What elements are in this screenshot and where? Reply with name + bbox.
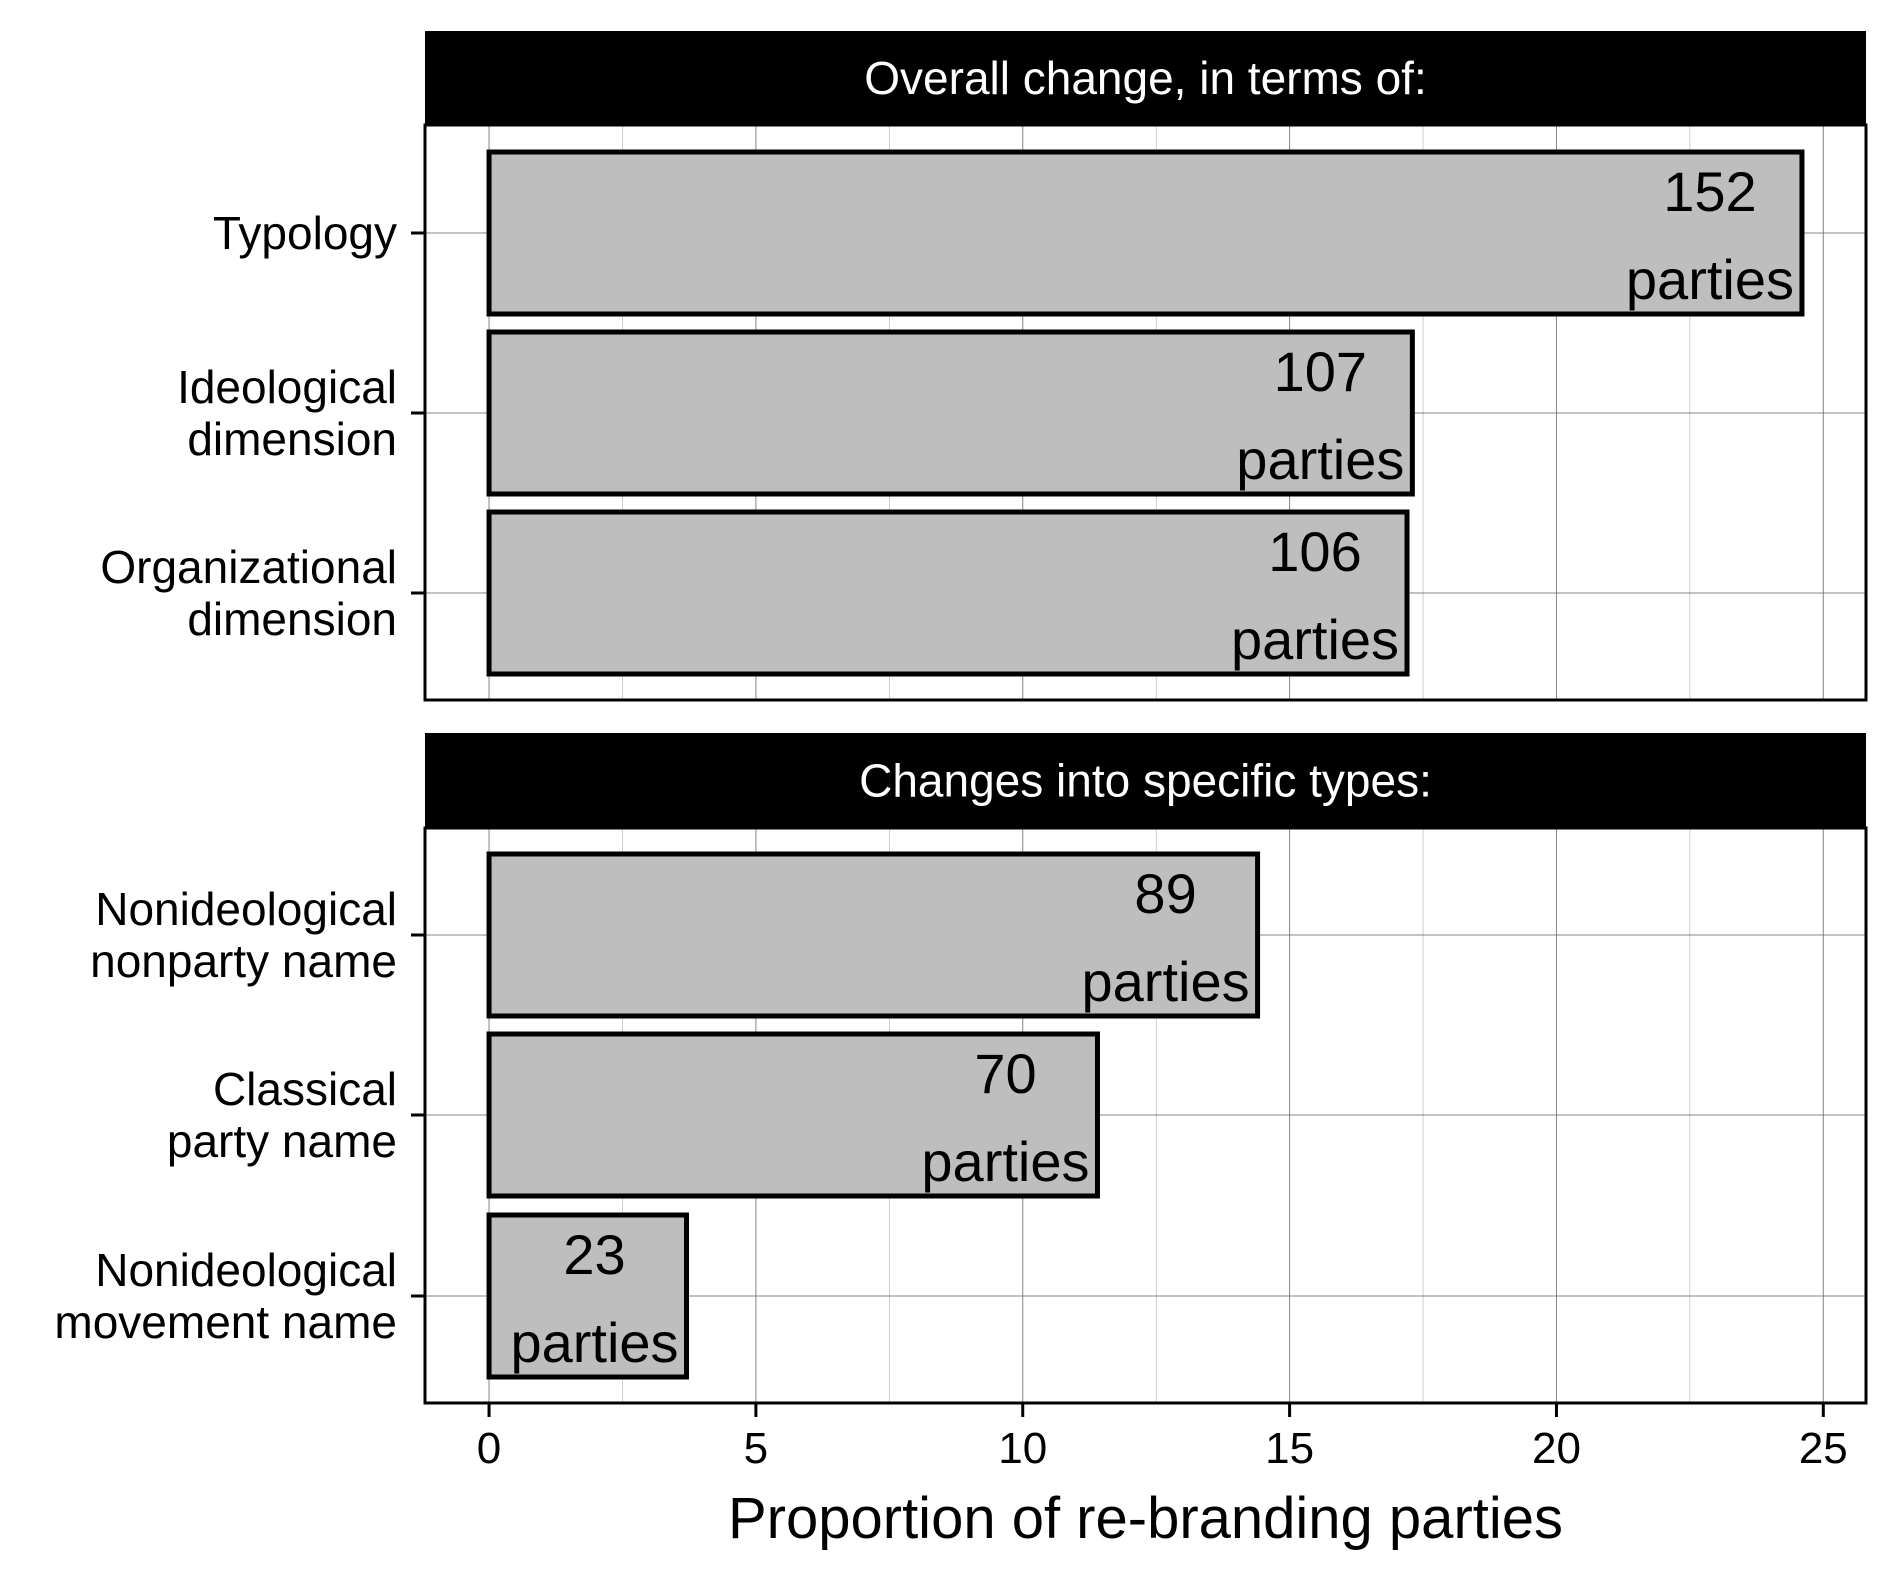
- category-label-line: Classical: [213, 1063, 397, 1115]
- x-tick-label: 20: [1532, 1424, 1581, 1473]
- category-label-line: movement name: [54, 1296, 397, 1348]
- facet-strip-title: Changes into specific types:: [859, 755, 1432, 807]
- panel-1: 152 parties 107 parties 106 parties Overall ch…: [100, 31, 1868, 702]
- category-label-line: Ideological: [177, 361, 397, 413]
- bar: [486, 509, 1410, 677]
- panel-2: 89 parties 70 parties 23 parties Changes into …: [54, 733, 1868, 1405]
- category-label: Nonideological nonparty name: [90, 883, 397, 987]
- bar-count-label: 23: [563, 1223, 625, 1286]
- category-label-line: Nonideological: [95, 883, 397, 935]
- x-tick-label: 15: [1265, 1424, 1314, 1473]
- category-label-line: Typology: [213, 207, 397, 259]
- facet-strip: [425, 31, 1866, 125]
- bar-count-label: 106: [1268, 520, 1361, 583]
- category-label-line: party name: [167, 1115, 397, 1167]
- category-label: Typology: [213, 207, 397, 259]
- x-tick-label: 10: [998, 1424, 1047, 1473]
- bar-count-label: 70: [974, 1042, 1036, 1105]
- category-label: Ideological dimension: [177, 361, 397, 465]
- bar: [486, 1212, 690, 1380]
- x-axis-title: Proportion of re-branding parties: [728, 1486, 1563, 1551]
- x-tick-label: 0: [477, 1424, 501, 1473]
- category-label-line: dimension: [187, 593, 397, 645]
- bar-count-label: 107: [1274, 340, 1367, 403]
- bar-unit-label: parties: [510, 1311, 678, 1374]
- category-label-line: Organizational: [100, 541, 397, 593]
- bar: [486, 149, 1805, 317]
- bar-count-label: 152: [1663, 160, 1756, 223]
- bar: [486, 851, 1261, 1019]
- bar-count-label: 89: [1134, 862, 1196, 925]
- category-label-line: Nonideological: [95, 1244, 397, 1296]
- x-tick-label: 25: [1799, 1424, 1848, 1473]
- x-tick-label: 5: [744, 1424, 768, 1473]
- bar: [486, 329, 1415, 497]
- category-label: Classical party name: [167, 1063, 397, 1167]
- facet-strip-title: Overall change, in terms of:: [864, 52, 1426, 104]
- category-label: Organizational dimension: [100, 541, 397, 645]
- bar-unit-label: parties: [921, 1130, 1089, 1193]
- category-label-line: nonparty name: [90, 935, 397, 987]
- bar: [486, 1031, 1100, 1199]
- facet-strip: [425, 733, 1866, 828]
- bar-unit-label: parties: [1231, 608, 1399, 671]
- bar-unit-label: parties: [1082, 950, 1250, 1013]
- bar-unit-label: parties: [1626, 248, 1794, 311]
- bar-unit-label: parties: [1236, 428, 1404, 491]
- category-label: Nonideological movement name: [54, 1244, 397, 1348]
- category-label-line: dimension: [187, 413, 397, 465]
